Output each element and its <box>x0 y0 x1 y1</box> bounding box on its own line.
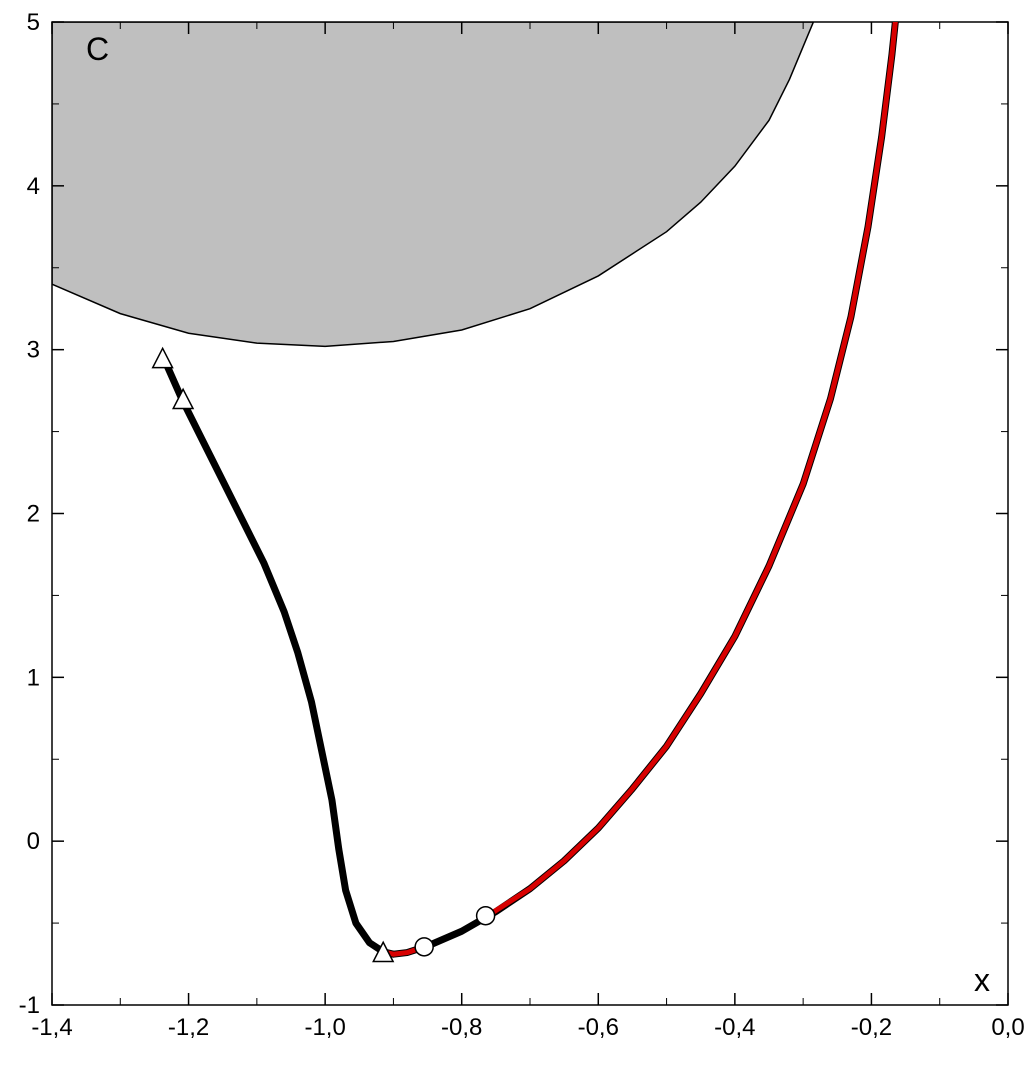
y-tick-label: -1 <box>19 992 40 1019</box>
x-axis-label: x <box>974 962 990 998</box>
circle-marker <box>415 938 433 956</box>
y-tick-label: 5 <box>27 9 40 36</box>
y-tick-label: 0 <box>27 828 40 855</box>
y-tick-label: 4 <box>27 173 40 200</box>
x-tick-label: -1,0 <box>304 1014 345 1041</box>
chart-root: -1,4-1,2-1,0-0,8-0,6-0,4-0,20,0-1012345C… <box>0 0 1024 1091</box>
x-tick-label: 0,0 <box>991 1014 1024 1041</box>
x-tick-label: -0,8 <box>441 1014 482 1041</box>
y-tick-label: 3 <box>27 337 40 364</box>
x-tick-label: -1,2 <box>168 1014 209 1041</box>
y-tick-label: 1 <box>27 664 40 691</box>
x-tick-label: -0,6 <box>578 1014 619 1041</box>
y-tick-label: 2 <box>27 501 40 528</box>
y-axis-label: C <box>86 31 109 67</box>
x-tick-label: -0,4 <box>714 1014 755 1041</box>
x-tick-label: -0,2 <box>851 1014 892 1041</box>
circle-marker <box>477 907 495 925</box>
